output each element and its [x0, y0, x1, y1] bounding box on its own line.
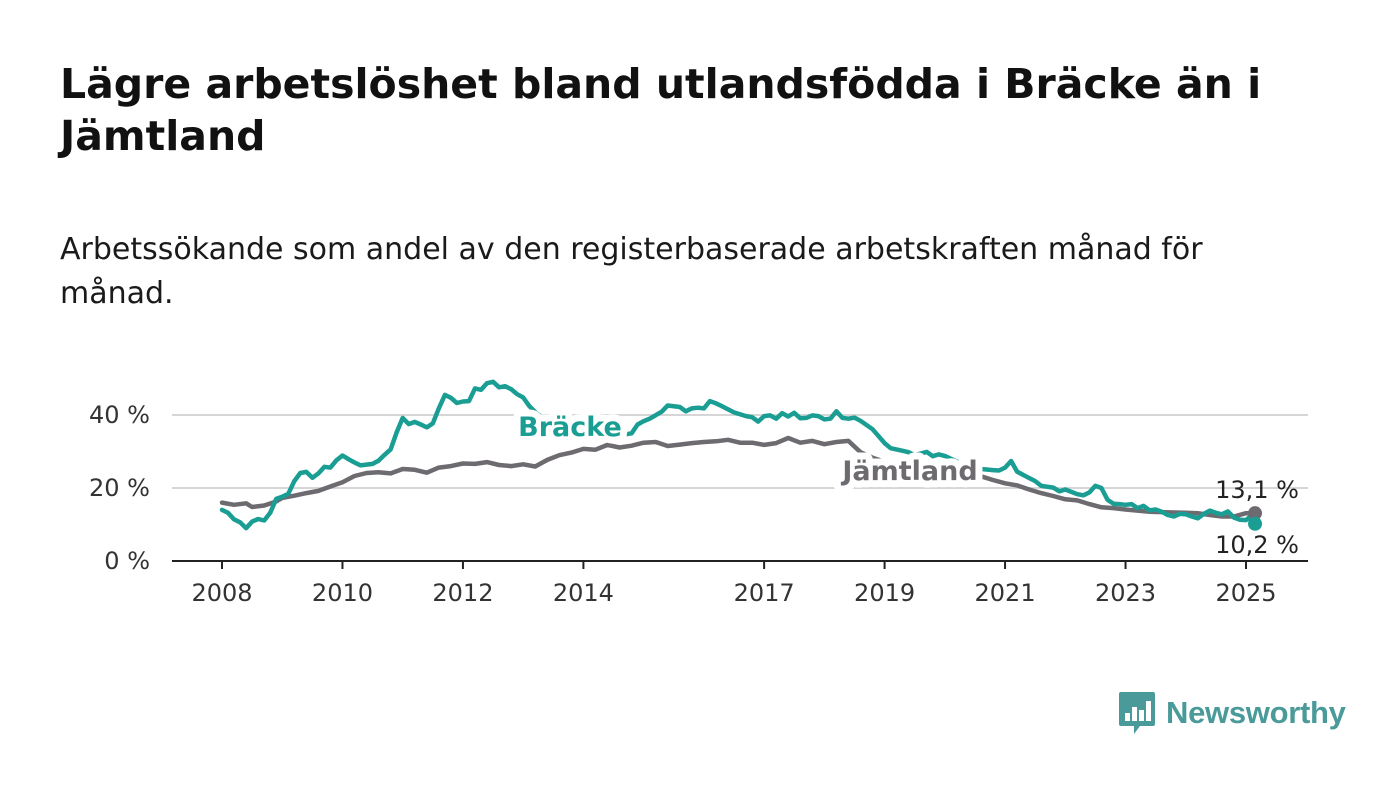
end-label: 10,2 % [1215, 531, 1299, 559]
grid-lines [172, 414, 1308, 562]
y-tick-label: 20 % [89, 474, 150, 502]
series-lines [219, 379, 1258, 531]
line-chart: 0 % 20 % 40 % 2008 2010 2012 2014 2017 2019 2021… [89, 379, 1308, 607]
x-axis-ticks: 2008 2010 2012 2014 2017 2019 2021 2023 2025 [191, 561, 1277, 607]
series-label: Jämtland [840, 456, 977, 487]
x-tick-label: 2023 [1095, 579, 1156, 607]
series-label: Bräcke [518, 412, 622, 443]
end-point-0 [1248, 506, 1263, 521]
x-tick-label: 2008 [191, 579, 252, 607]
series-label-halo: Jämtland [840, 456, 977, 487]
y-tick-label: 40 % [89, 401, 150, 429]
series-label-halo: Bräcke [518, 412, 622, 443]
series-line-1 [219, 379, 1258, 531]
y-axis-labels: 0 % 20 % 40 % [89, 401, 150, 575]
end-label: 13,1 % [1215, 476, 1299, 504]
x-tick-label: 2025 [1215, 579, 1276, 607]
x-tick-label: 2014 [553, 579, 614, 607]
y-tick-label: 0 % [104, 547, 150, 575]
x-tick-label: 2010 [312, 579, 373, 607]
bar-chart-speech-bubble-icon [1119, 692, 1155, 734]
chart-subtitle: Arbetssökande som andel av den registerb… [60, 232, 1203, 311]
x-tick-label: 2017 [734, 579, 795, 607]
x-tick-label: 2012 [432, 579, 493, 607]
x-tick-label: 2019 [854, 579, 915, 607]
series-line-0 [219, 435, 1258, 519]
x-tick-label: 2021 [975, 579, 1036, 607]
chart-title: Lägre arbetslöshet bland utlandsfödda i … [60, 60, 1262, 160]
newsworthy-logo: Newsworthy [1118, 690, 1346, 736]
brand-name: Newsworthy [1166, 695, 1346, 730]
end-point-1 [1248, 516, 1263, 531]
